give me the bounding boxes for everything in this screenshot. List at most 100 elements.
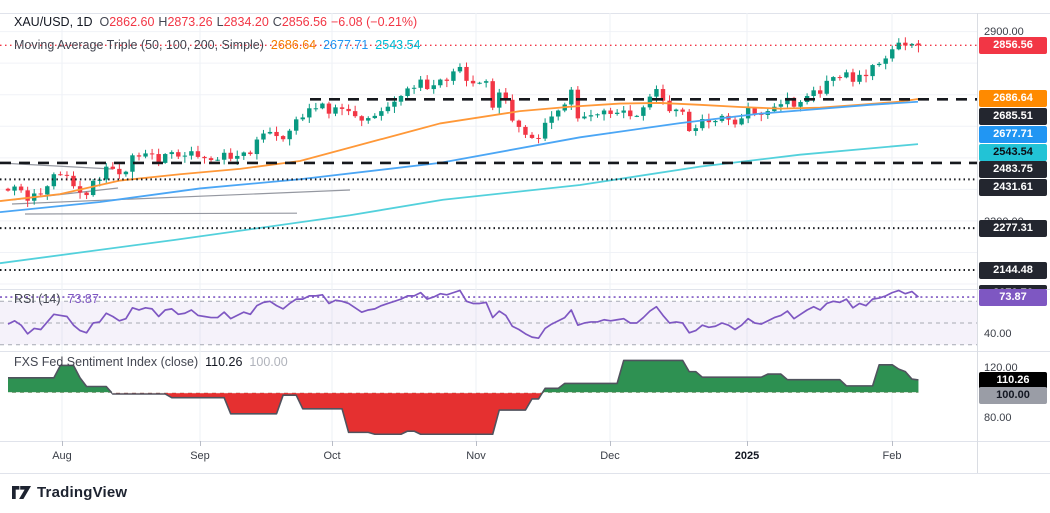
candle-body bbox=[38, 193, 43, 195]
ma50-value: 2686.64 bbox=[270, 38, 317, 52]
candle-body bbox=[582, 116, 587, 119]
main-price-pane[interactable] bbox=[0, 13, 977, 289]
candle-body bbox=[71, 175, 76, 187]
candle-body bbox=[130, 155, 135, 172]
axis-price-badge: 2277.31 bbox=[979, 219, 1047, 237]
candle-body bbox=[149, 153, 155, 155]
time-axis-label-oct: Oct bbox=[323, 450, 341, 462]
candle-body bbox=[84, 192, 89, 196]
candle-body bbox=[588, 115, 594, 117]
candle-body bbox=[700, 119, 705, 129]
candle-body bbox=[339, 107, 345, 109]
price-axis-border bbox=[977, 13, 978, 473]
candle-body bbox=[346, 108, 351, 112]
candle-body bbox=[169, 152, 174, 155]
candle-body bbox=[418, 79, 423, 88]
candle-body bbox=[326, 103, 332, 114]
candle-body bbox=[890, 49, 895, 59]
candle-body bbox=[287, 130, 292, 140]
candle-body bbox=[208, 158, 214, 161]
candle-body bbox=[798, 101, 803, 107]
candle-body bbox=[556, 110, 561, 117]
candle-body bbox=[431, 85, 436, 90]
candle-body bbox=[333, 107, 338, 114]
candle-body bbox=[811, 90, 816, 96]
ma-line-50 bbox=[0, 98, 919, 202]
ma-indicator-title: Moving Average Triple (50, 100, 200, Sim… bbox=[14, 38, 264, 52]
symbol-legend[interactable]: XAU/USD, 1D O2862.60 H2873.26 L2834.20 C2856… bbox=[14, 15, 417, 29]
candle-body bbox=[104, 166, 109, 180]
ma100-value: 2677.71 bbox=[323, 38, 369, 52]
pane-separator-timeaxis bbox=[0, 441, 1050, 442]
candle-body bbox=[221, 152, 227, 160]
candle-body bbox=[536, 137, 541, 139]
axis-price-badge: 2483.75 bbox=[979, 161, 1047, 178]
candle-body bbox=[628, 110, 633, 117]
candle-body bbox=[791, 97, 797, 107]
time-axis-label-2025: 2025 bbox=[734, 450, 760, 462]
candle-body bbox=[549, 116, 554, 123]
axis-price-badge: 100.00 bbox=[979, 387, 1047, 405]
axis-label: 40.00 bbox=[984, 327, 1012, 340]
price-axis-main[interactable]: 2900.002300.002856.562686.642685.512677.… bbox=[977, 13, 1050, 289]
candle-body bbox=[575, 89, 581, 119]
ohlc-close-value: 2856.56 bbox=[281, 15, 327, 29]
ma-triple-legend[interactable]: Moving Average Triple (50, 100, 200, Sim… bbox=[14, 38, 420, 52]
candle-body bbox=[614, 112, 620, 114]
price-axis-sentiment[interactable]: 120.00 80.00 110.26 100.00 bbox=[977, 351, 1050, 441]
ohlc-close-label: C bbox=[272, 15, 282, 29]
candle-body bbox=[5, 188, 11, 191]
candle-body bbox=[267, 131, 273, 134]
candle-body bbox=[176, 152, 181, 157]
candle-body bbox=[824, 80, 829, 94]
axis-price-badge: 73.87 bbox=[979, 289, 1047, 306]
pane-separator-rsi[interactable] bbox=[0, 289, 1050, 290]
candle-body bbox=[280, 136, 286, 140]
change-value: −6.08 (−0.21%) bbox=[331, 15, 418, 29]
axis-label: 120.00 bbox=[984, 362, 1018, 374]
candle-body bbox=[425, 79, 430, 90]
axis-price-badge: 2677.71 bbox=[979, 126, 1047, 143]
time-axis[interactable]: Aug Sep Oct Nov Dec 2025 Feb bbox=[0, 441, 977, 473]
candle-body bbox=[654, 89, 659, 97]
candle-body bbox=[857, 74, 862, 82]
candle-body bbox=[163, 154, 168, 163]
tradingview-logo[interactable]: TradingView bbox=[12, 484, 127, 501]
axis-price-badge: 2856.56 bbox=[979, 36, 1047, 54]
time-axis-tick bbox=[892, 441, 893, 446]
time-axis-tick bbox=[332, 441, 333, 446]
candle-body bbox=[51, 174, 57, 187]
time-axis-label-feb: Feb bbox=[882, 450, 902, 462]
rsi-legend[interactable]: RSI (14) 73.87 bbox=[14, 292, 99, 306]
ma-line-100 bbox=[0, 100, 919, 213]
time-axis-label-nov: Nov bbox=[466, 450, 486, 462]
sentiment-pane[interactable] bbox=[0, 351, 977, 441]
rsi-pane[interactable] bbox=[0, 289, 977, 351]
candle-body bbox=[542, 122, 548, 139]
sentiment-area-negative bbox=[111, 392, 543, 435]
time-axis-label-dec: Dec bbox=[600, 450, 620, 462]
candle-body bbox=[359, 116, 364, 121]
ohlc-high-label: H bbox=[158, 15, 168, 29]
rsi-indicator-title: RSI (14) bbox=[14, 292, 61, 306]
sentiment-indicator-title: FXS Fed Sentiment Index (close) bbox=[14, 355, 199, 369]
pane-separator-sentiment[interactable] bbox=[0, 351, 1050, 352]
candle-body bbox=[143, 153, 148, 157]
ohlc-high-value: 2873.26 bbox=[167, 15, 213, 29]
candle-body bbox=[392, 101, 397, 107]
candle-body bbox=[837, 77, 843, 79]
candle-body bbox=[202, 156, 207, 159]
candle-body bbox=[274, 131, 279, 137]
candle-body bbox=[510, 99, 515, 121]
candle-body bbox=[601, 110, 607, 115]
axis-price-badge: 2686.64 bbox=[979, 90, 1047, 108]
sentiment-legend[interactable]: FXS Fed Sentiment Index (close) 110.26 100… bbox=[14, 355, 288, 369]
axis-price-badge: 2685.51 bbox=[979, 108, 1047, 125]
price-axis-rsi[interactable]: 40.00 73.87 bbox=[977, 289, 1050, 351]
candle-body bbox=[320, 103, 325, 109]
candle-body bbox=[58, 174, 63, 176]
candle-body bbox=[870, 65, 875, 77]
time-axis-label-aug: Aug bbox=[52, 450, 72, 462]
candle-body bbox=[490, 81, 495, 108]
candle-body bbox=[385, 106, 391, 112]
